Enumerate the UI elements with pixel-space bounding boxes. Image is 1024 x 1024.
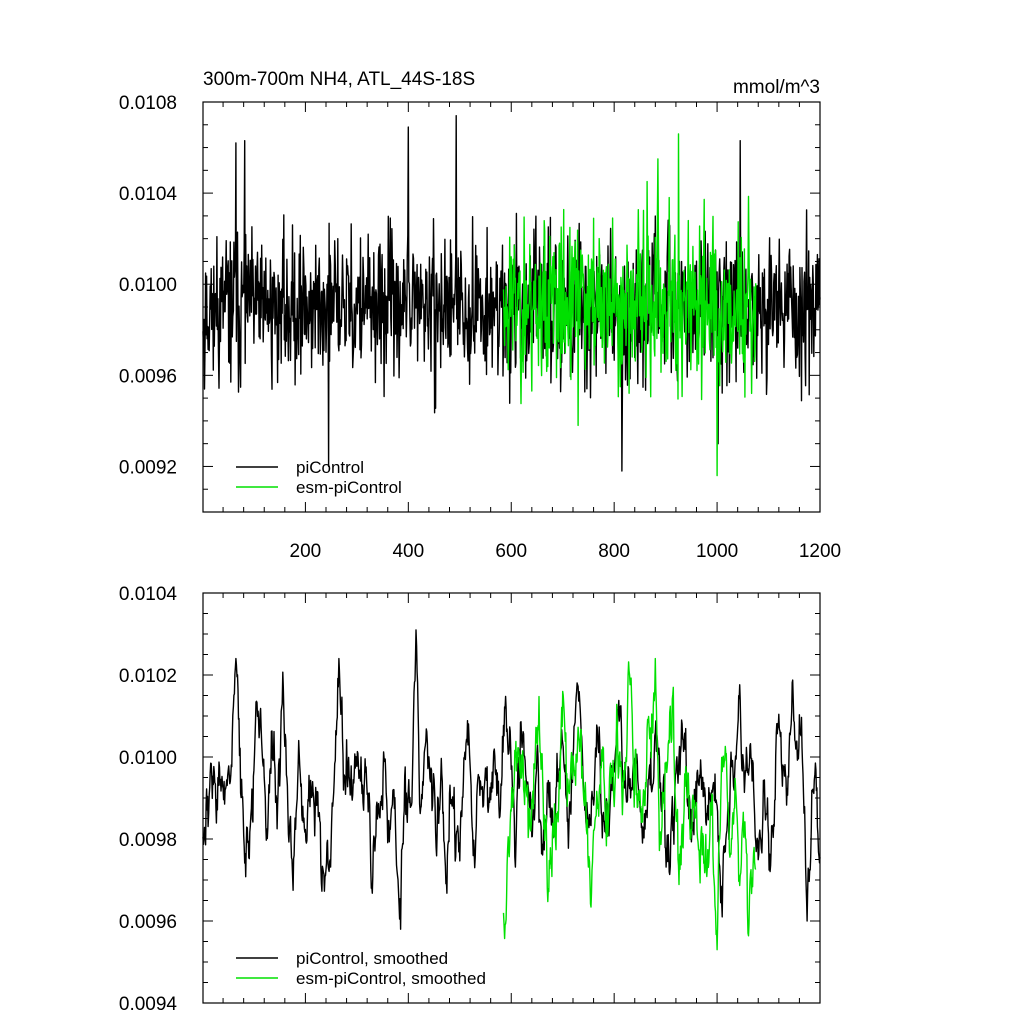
series-line-esm-picontrol <box>502 657 757 951</box>
top-series-group <box>202 114 821 477</box>
x-tick-label: 800 <box>598 541 630 562</box>
bottom-axes: 0.0094 0.0096 0.0098 0.0100 0.0102 0.0104 <box>119 584 821 1015</box>
legend-label: piControl, smoothed <box>296 949 448 968</box>
y-tick-label: 0.0100 <box>119 275 177 296</box>
bottom-series-group <box>202 629 821 951</box>
legend-label: esm-piControl <box>296 478 402 497</box>
y-tick-label: 0.0108 <box>119 93 177 114</box>
y-tick-label: 0.0098 <box>119 830 177 851</box>
y-tick-label: 0.0100 <box>119 748 177 769</box>
legend-label: esm-piControl, smoothed <box>296 969 486 988</box>
y-tick-label: 0.0094 <box>119 994 178 1015</box>
series-line-picontrol <box>202 629 821 930</box>
top-axes: 200 400 600 800 1000 1200 0.0092 0.0096 0.0100 0.… <box>119 93 841 562</box>
chart-title: 300m-700m NH4, ATL_44S-18S <box>203 69 475 90</box>
y-tick-label: 0.0092 <box>119 457 177 478</box>
units-label: mmol/m^3 <box>733 77 820 98</box>
y-tick-label: 0.0104 <box>119 584 178 605</box>
x-tick-label: 600 <box>495 541 527 562</box>
y-tick-label: 0.0102 <box>119 666 177 687</box>
y-tick-label: 0.0096 <box>119 366 177 387</box>
bottom-chart-panel: 0.0094 0.0096 0.0098 0.0100 0.0102 0.0104 piC… <box>119 584 821 1015</box>
top-chart-panel: 300m-700m NH4, ATL_44S-18S mmol/m^3 200 4… <box>119 69 841 562</box>
series-line-esm-picontrol <box>502 133 757 477</box>
x-tick-label: 1200 <box>799 541 841 562</box>
legend-label: piControl <box>296 458 364 477</box>
x-tick-label: 400 <box>392 541 424 562</box>
y-tick-label: 0.0096 <box>119 912 177 933</box>
x-tick-label: 200 <box>290 541 322 562</box>
x-tick-label: 1000 <box>696 541 738 562</box>
y-tick-label: 0.0104 <box>119 184 178 205</box>
